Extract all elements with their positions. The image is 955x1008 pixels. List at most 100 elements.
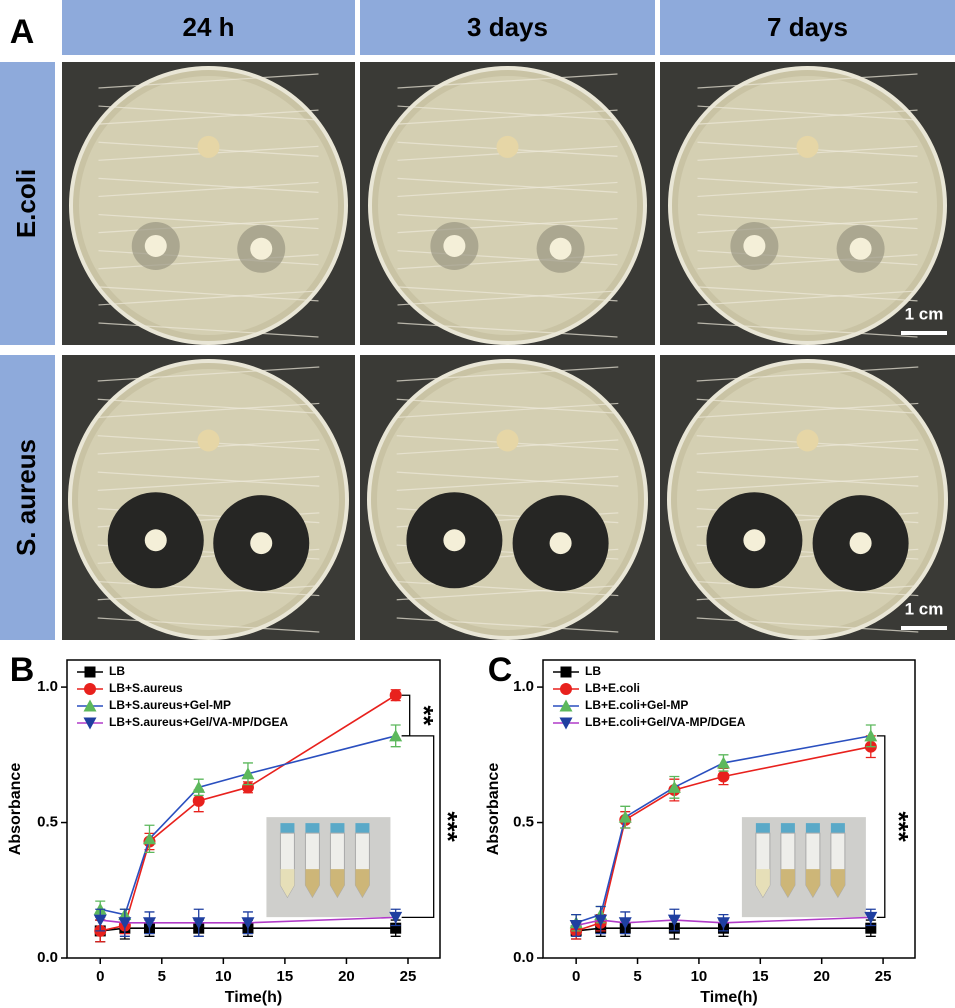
streak bbox=[697, 290, 918, 306]
streak bbox=[396, 475, 619, 491]
streak bbox=[697, 286, 918, 302]
tube-cap bbox=[755, 823, 770, 834]
series-line bbox=[575, 916, 871, 927]
tube-liquid bbox=[355, 869, 370, 898]
marker bbox=[717, 770, 730, 783]
agar bbox=[78, 369, 339, 630]
tube-liquid bbox=[330, 869, 345, 898]
streak bbox=[697, 109, 918, 125]
sample-disc bbox=[743, 234, 766, 257]
tube-liquid bbox=[755, 869, 770, 898]
legend-marker bbox=[83, 717, 97, 730]
sample-disc bbox=[496, 429, 519, 452]
tube-cap bbox=[780, 823, 795, 834]
sample-disc bbox=[549, 237, 572, 260]
tube-cap bbox=[280, 823, 295, 834]
significance-label: *** bbox=[884, 811, 914, 842]
x-axis-label: Time(h) bbox=[225, 989, 282, 1006]
legend-marker bbox=[83, 699, 97, 712]
marker bbox=[716, 917, 730, 930]
streak bbox=[397, 73, 618, 89]
marker bbox=[389, 911, 403, 924]
agar bbox=[377, 369, 638, 630]
marker bbox=[142, 832, 156, 845]
streak bbox=[98, 290, 319, 306]
tube-cap bbox=[330, 823, 345, 834]
marker bbox=[241, 767, 255, 780]
x-tick-label: 15 bbox=[277, 968, 294, 985]
y-tick-label: 0.0 bbox=[513, 949, 534, 966]
tube-liquid bbox=[830, 869, 845, 898]
tube-cap bbox=[305, 823, 320, 834]
tube-liquid bbox=[280, 869, 295, 898]
streak bbox=[697, 213, 918, 230]
sample-disc bbox=[549, 532, 572, 555]
marker bbox=[192, 780, 206, 793]
tube-cap bbox=[355, 823, 370, 834]
significance-bracket bbox=[401, 694, 411, 737]
marker bbox=[864, 729, 878, 742]
series-line bbox=[100, 916, 396, 924]
panel-label: A bbox=[10, 13, 35, 51]
streak bbox=[696, 585, 919, 601]
x-tick-label: 5 bbox=[158, 968, 166, 985]
sample-disc bbox=[144, 529, 167, 552]
sample-disc bbox=[443, 529, 466, 552]
y-axis-label: Absorbance bbox=[7, 763, 24, 856]
streak bbox=[397, 290, 618, 306]
streak bbox=[697, 218, 918, 234]
marker bbox=[594, 914, 608, 927]
streak bbox=[696, 475, 919, 491]
sample-disc bbox=[796, 429, 819, 452]
streak bbox=[697, 177, 918, 193]
x-tick-label: 25 bbox=[875, 968, 892, 985]
x-tick-label: 0 bbox=[572, 968, 580, 985]
sample-disc bbox=[144, 234, 167, 257]
significance-bracket bbox=[876, 735, 886, 919]
significance-bracket bbox=[401, 735, 435, 919]
streak bbox=[697, 181, 918, 198]
y-tick-label: 0.5 bbox=[37, 814, 58, 831]
marker bbox=[389, 729, 403, 742]
streak bbox=[397, 218, 618, 234]
sample-disc bbox=[250, 532, 273, 555]
streak bbox=[397, 181, 618, 198]
streak bbox=[397, 105, 618, 121]
column-header bbox=[660, 0, 955, 55]
panel-label: B bbox=[10, 651, 35, 689]
streak bbox=[97, 402, 320, 419]
marker bbox=[93, 914, 107, 927]
significance-label: ** bbox=[409, 705, 439, 726]
marker bbox=[118, 917, 132, 930]
marker bbox=[667, 914, 681, 927]
marker bbox=[569, 919, 583, 932]
streak bbox=[397, 213, 618, 230]
legend-label: LB bbox=[585, 664, 601, 678]
marker bbox=[390, 922, 402, 934]
marker bbox=[142, 917, 156, 930]
streak bbox=[98, 109, 319, 125]
plot-frame bbox=[542, 659, 916, 959]
sample-disc bbox=[743, 529, 766, 552]
streak bbox=[697, 322, 918, 338]
legend-marker bbox=[559, 699, 573, 712]
row-header bbox=[0, 62, 55, 345]
sample-disc bbox=[849, 532, 872, 555]
streak bbox=[396, 366, 619, 382]
x-tick-label: 25 bbox=[400, 968, 417, 985]
streak bbox=[396, 580, 619, 597]
streak bbox=[98, 213, 319, 230]
x-tick-label: 15 bbox=[752, 968, 769, 985]
column-header bbox=[360, 0, 655, 55]
streak bbox=[97, 580, 320, 597]
agar bbox=[79, 76, 338, 335]
x-tick-label: 10 bbox=[691, 968, 708, 985]
tube-liquid bbox=[780, 869, 795, 898]
streak bbox=[98, 177, 319, 193]
row-header bbox=[0, 355, 55, 640]
streak bbox=[396, 617, 619, 633]
marker bbox=[865, 922, 877, 934]
streak bbox=[97, 585, 320, 601]
agar bbox=[677, 369, 938, 630]
